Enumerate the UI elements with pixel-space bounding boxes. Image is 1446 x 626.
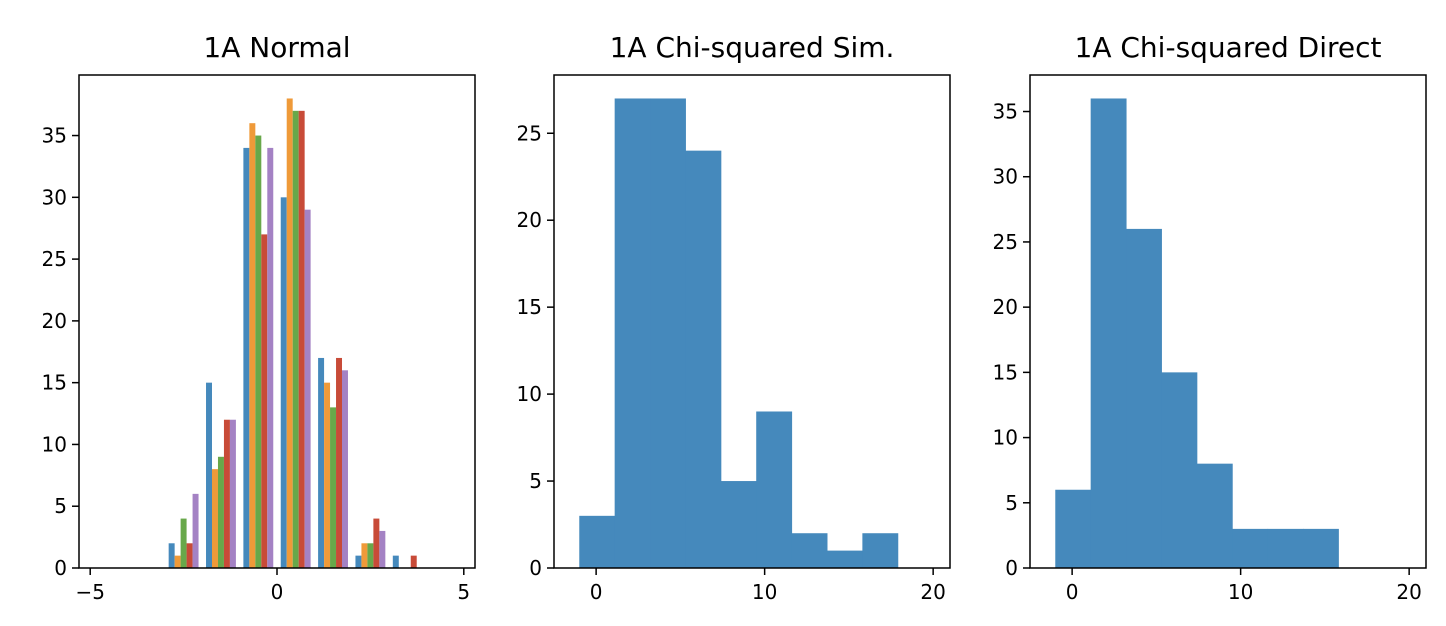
plot-frame <box>78 74 476 569</box>
chart-title: 1A Chi-squared Direct <box>1075 31 1382 64</box>
y-tick-label: 35 <box>993 100 1018 124</box>
histogram-bar <box>826 550 863 568</box>
histogram-bar <box>1267 528 1304 568</box>
x-axis: −5 0 5 <box>75 568 470 604</box>
histogram-bars <box>1055 98 1339 568</box>
histogram-bar <box>1302 528 1339 568</box>
panel-1a-normal: −5 0 5 0 5 10 15 20 25 30 35 1A Normal <box>42 31 476 604</box>
histogram-bar <box>330 407 337 568</box>
plot-frame <box>1029 74 1427 569</box>
histogram-bar <box>280 197 287 568</box>
x-tick-label: 0 <box>1066 580 1079 604</box>
y-tick-label: 5 <box>1005 491 1018 515</box>
histogram-bar <box>174 555 181 568</box>
histogram-bar <box>180 518 187 568</box>
histogram-bar <box>223 419 230 568</box>
histogram-bar <box>298 110 305 568</box>
y-tick-label: 10 <box>42 432 67 456</box>
y-tick-label: 25 <box>517 121 542 145</box>
histogram-bar <box>373 518 380 568</box>
y-tick-label: 30 <box>42 185 67 209</box>
histogram-bar <box>1126 228 1162 568</box>
histogram-bar <box>614 98 651 568</box>
histogram-bar <box>1196 463 1233 568</box>
y-axis: 0 5 10 15 20 25 30 35 <box>42 124 79 580</box>
y-tick-label: 35 <box>42 124 67 148</box>
panel-1a-chi-squared-direct: 0 10 20 0 5 10 15 20 25 30 35 1A Chi-squared Dire… <box>993 31 1427 604</box>
histogram-bar <box>249 123 256 568</box>
x-tick-label: 0 <box>590 580 603 604</box>
x-axis: 0 10 20 <box>1066 568 1422 604</box>
histogram-bars <box>168 98 417 568</box>
histogram-bar <box>255 135 262 568</box>
histogram-bar <box>229 419 236 568</box>
panel-1a-chi-squared-sim: 0 10 20 0 5 10 15 20 25 1A Chi-squared Sim. <box>517 31 951 604</box>
y-tick-label: 20 <box>993 295 1018 319</box>
x-tick-label: 0 <box>271 580 284 604</box>
histogram-bar <box>379 530 386 568</box>
chart-title: 1A Normal <box>203 31 350 64</box>
x-tick-label: 5 <box>457 580 470 604</box>
x-tick-label: 10 <box>1228 580 1253 604</box>
histogram-bar <box>791 533 828 568</box>
y-tick-label: 10 <box>993 426 1018 450</box>
y-tick-label: 15 <box>517 295 542 319</box>
histogram-bar <box>192 493 199 568</box>
histogram-bar <box>267 147 274 568</box>
y-tick-label: 15 <box>42 371 67 395</box>
histogram-bar <box>361 543 368 568</box>
histogram-bar <box>1232 528 1269 568</box>
histogram-bar <box>720 481 757 568</box>
plot-frame <box>553 74 951 569</box>
histogram-bar <box>211 469 218 568</box>
y-tick-label: 0 <box>529 556 542 580</box>
histogram-bar <box>1161 372 1198 568</box>
histogram-bar <box>168 543 175 568</box>
histogram-bar <box>286 98 293 568</box>
histogram-bar <box>217 456 224 568</box>
histogram-bar <box>355 555 362 568</box>
histogram-bar <box>261 234 268 568</box>
histogram-bars <box>579 98 899 568</box>
histogram-bar <box>304 209 311 568</box>
y-tick-label: 5 <box>529 469 542 493</box>
x-tick-label: 20 <box>1396 580 1421 604</box>
histogram-bar <box>324 382 331 568</box>
chart-title: 1A Chi-squared Sim. <box>610 31 895 64</box>
histogram-bar <box>579 515 616 568</box>
histogram-bar <box>186 543 193 568</box>
y-tick-label: 20 <box>517 208 542 232</box>
y-axis: 0 5 10 15 20 25 30 35 <box>993 100 1030 580</box>
y-tick-label: 5 <box>54 494 67 518</box>
histogram-bar <box>1090 98 1127 568</box>
histogram-bar <box>685 150 722 568</box>
histogram-bar <box>318 357 325 568</box>
histogram-bar <box>206 382 212 568</box>
histogram-bar <box>862 533 899 568</box>
histogram-bar <box>410 555 417 568</box>
histogram-bar <box>367 543 374 568</box>
histogram-bar <box>342 370 348 568</box>
histogram-bar <box>650 98 686 568</box>
x-axis: 0 10 20 <box>590 568 946 604</box>
x-tick-label: 10 <box>752 580 777 604</box>
histogram-bar <box>1055 489 1092 568</box>
y-tick-label: 10 <box>517 382 542 406</box>
y-tick-label: 25 <box>42 247 67 271</box>
histogram-bar <box>243 147 250 568</box>
y-axis: 0 5 10 15 20 25 <box>517 121 554 580</box>
histogram-bar <box>756 411 793 568</box>
x-tick-label: −5 <box>75 580 104 604</box>
histogram-bar <box>392 555 399 568</box>
y-tick-label: 20 <box>42 309 67 333</box>
y-tick-label: 0 <box>54 556 67 580</box>
histogram-bar <box>292 110 299 568</box>
y-tick-label: 15 <box>993 360 1018 384</box>
x-tick-label: 20 <box>920 580 945 604</box>
y-tick-label: 25 <box>993 230 1018 254</box>
y-tick-label: 30 <box>993 165 1018 189</box>
histogram-bar <box>336 357 343 568</box>
y-tick-label: 0 <box>1005 556 1018 580</box>
